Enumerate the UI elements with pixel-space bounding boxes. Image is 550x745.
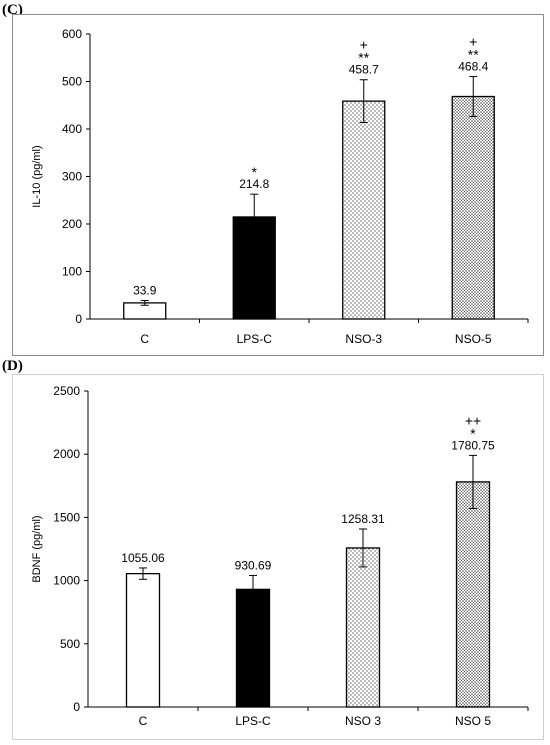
chart-c-data-label: 214.8: [239, 177, 269, 191]
chart-c-significance-mark: **: [468, 47, 479, 63]
chart-d-category-label: NSO 3: [345, 714, 381, 728]
chart-c-y-tick-label: 0: [75, 312, 82, 326]
chart-d-y-tick-label: 2000: [53, 447, 80, 461]
chart-c-category-label: NSO-3: [345, 332, 382, 346]
chart-c-significance-mark: +: [469, 34, 477, 50]
panel-label-d: (D): [2, 358, 23, 374]
chart-c-category-label: LPS-C: [237, 332, 273, 346]
chart-c-bar: [451, 95, 495, 320]
chart-d-y-tick-label: 500: [60, 637, 80, 651]
chart-d-bar: [235, 588, 271, 708]
chart-c-y-tick-label: 100: [62, 265, 82, 279]
chart-c-bar: [342, 100, 386, 320]
chart-d-bar: [455, 481, 491, 708]
chart-d-data-label: 1780.75: [451, 438, 495, 452]
chart-d-y-tick-label: 1000: [53, 574, 80, 588]
chart-c-y-axis-label: IL-10 (pg/ml): [31, 145, 43, 207]
chart-d-significance-mark: ++: [465, 412, 481, 428]
chart-d-y-tick-label: 0: [73, 700, 80, 714]
chart-d-frame: [12, 374, 544, 740]
chart-d-bar: [125, 572, 161, 708]
chart-c-category-label: C: [140, 332, 149, 346]
chart-c-data-label: 458.7: [349, 63, 379, 77]
chart-c-data-label: 33.9: [133, 284, 157, 298]
chart-c-y-tick-label: 300: [62, 170, 82, 184]
chart-d-data-label: 930.69: [235, 558, 272, 572]
chart-c-category-label: NSO-5: [455, 332, 492, 346]
chart-c-y-tick-label: 600: [62, 27, 82, 41]
chart-d-data-label: 1258.31: [341, 512, 385, 526]
chart-d-significance-mark: *: [470, 425, 476, 441]
chart-c-y-tick-label: 200: [62, 217, 82, 231]
chart-c-y-tick-label: 500: [62, 75, 82, 89]
chart-d-category-label: LPS-C: [235, 714, 271, 728]
chart-c-data-label: 468.4: [458, 60, 488, 74]
chart-c-y-tick-label: 400: [62, 122, 82, 136]
chart-d-data-label: 1055.06: [121, 551, 165, 565]
chart-c-significance-mark: +: [360, 37, 368, 53]
chart-d-y-axis-label: BDNF (pg/ml): [31, 515, 43, 582]
chart-d-y-tick-label: 2500: [53, 384, 80, 398]
chart-d-bar: [345, 547, 381, 708]
chart-c-significance-mark: **: [358, 50, 369, 66]
chart-c-significance-mark: *: [252, 164, 258, 180]
chart-d-category-label: NSO 5: [455, 714, 491, 728]
chart-d-y-tick-label: 1500: [53, 510, 80, 524]
chart-d-category-label: C: [139, 714, 148, 728]
